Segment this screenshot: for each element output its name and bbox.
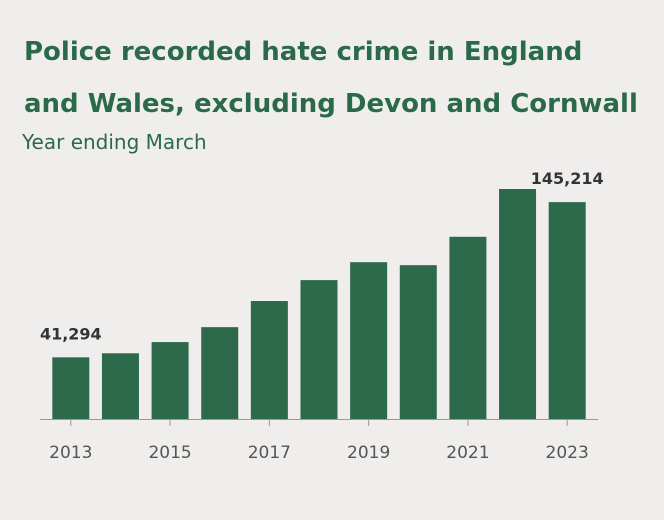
chart-subtitle: Year ending March <box>22 130 207 154</box>
x-tick-label: 2017 <box>248 443 291 463</box>
x-tick-label: 2013 <box>49 443 92 463</box>
bar <box>101 353 139 419</box>
bar <box>300 280 338 419</box>
bar <box>151 342 189 419</box>
bar <box>399 265 437 419</box>
bar <box>250 301 288 419</box>
bar <box>499 189 537 419</box>
x-tick-label: 2019 <box>347 443 390 463</box>
bar <box>52 357 90 419</box>
value-label: 145,214 <box>531 169 604 188</box>
bar <box>449 236 487 419</box>
bar <box>548 202 586 419</box>
chart-title: Police recorded hate crime in England an… <box>24 37 638 119</box>
x-tick-label: 2021 <box>446 443 489 463</box>
bar <box>350 262 388 419</box>
x-tick-label: 2023 <box>546 443 589 463</box>
value-label: 41,294 <box>40 324 102 343</box>
bar <box>201 327 239 419</box>
x-tick-label: 2015 <box>148 443 191 463</box>
